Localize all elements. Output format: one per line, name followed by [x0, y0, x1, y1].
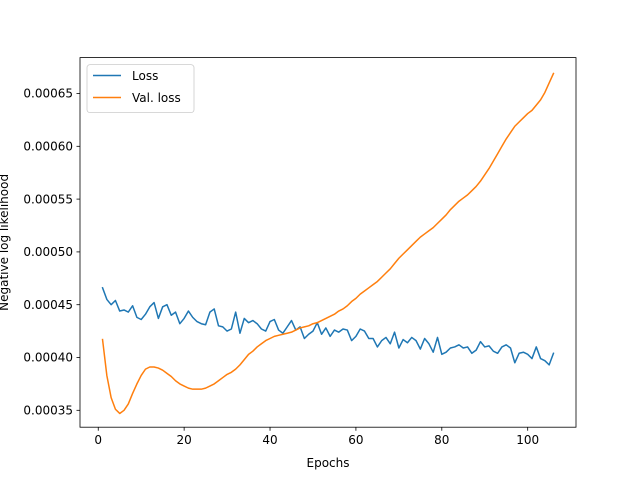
- y-tick-label: 0.00040: [23, 351, 73, 365]
- y-tick-label: 0.00045: [23, 298, 73, 312]
- x-tick-label: 40: [262, 433, 277, 447]
- plot-area: [101, 72, 555, 415]
- y-axis-ticks: 0.00035 0.00040 0.00045 0.00050 0.00055 0.000…: [23, 87, 80, 418]
- series-line-loss: [101, 286, 555, 366]
- x-tick-label: 80: [434, 433, 449, 447]
- x-tick-label: 100: [516, 433, 539, 447]
- legend-label-val-loss: Val. loss: [132, 91, 181, 105]
- y-tick-label: 0.00055: [23, 192, 73, 206]
- y-tick-label: 0.00060: [23, 140, 73, 154]
- y-tick-label: 0.00050: [23, 245, 73, 259]
- y-tick-label: 0.00035: [23, 404, 73, 418]
- legend-label-loss: Loss: [132, 69, 158, 83]
- series-line-val-loss: [101, 72, 555, 415]
- y-axis-label: Negative log likelihood: [0, 174, 11, 311]
- x-tick-label: 60: [348, 433, 363, 447]
- x-axis-ticks: 0 20 40 60 80 100: [94, 427, 539, 447]
- x-tick-label: 0: [94, 433, 102, 447]
- y-tick-label: 0.00065: [23, 87, 73, 101]
- x-axis-label: Epochs: [307, 456, 350, 470]
- axes-frame: [79, 57, 577, 428]
- legend: Loss Val. loss: [86, 64, 195, 113]
- legend-box: [86, 64, 195, 113]
- x-tick-label: 20: [176, 433, 191, 447]
